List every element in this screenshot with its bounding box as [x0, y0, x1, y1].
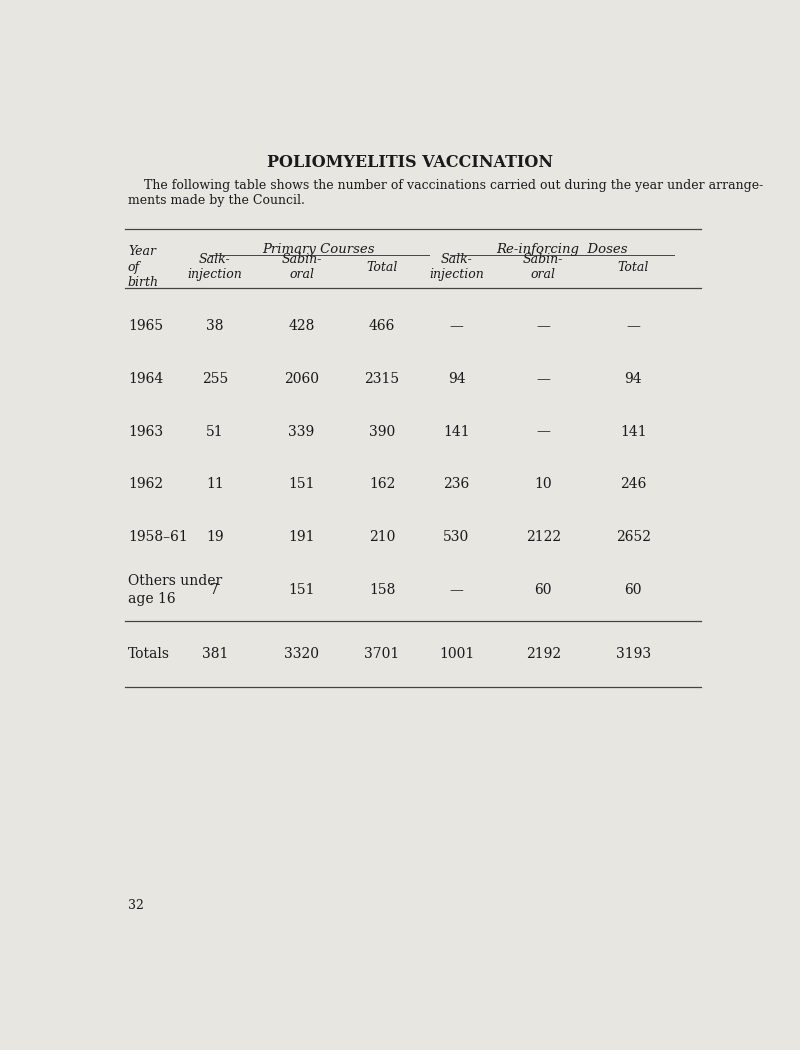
- Text: Year
of
birth: Year of birth: [128, 245, 159, 289]
- Text: 191: 191: [288, 530, 314, 544]
- Text: Total: Total: [618, 260, 649, 274]
- Text: —: —: [536, 372, 550, 385]
- Text: 38: 38: [206, 319, 223, 333]
- Text: 151: 151: [288, 478, 314, 491]
- Text: 1001: 1001: [439, 647, 474, 660]
- Text: 3193: 3193: [616, 647, 650, 660]
- Text: ments made by the Council.: ments made by the Council.: [128, 194, 305, 207]
- Text: Totals: Totals: [128, 647, 170, 660]
- Text: 255: 255: [202, 372, 228, 385]
- Text: 162: 162: [369, 478, 395, 491]
- Text: —: —: [626, 319, 640, 333]
- Text: 1964: 1964: [128, 372, 163, 385]
- Text: Sabin-
oral: Sabin- oral: [282, 253, 322, 281]
- Text: 7: 7: [210, 583, 219, 597]
- Text: 381: 381: [202, 647, 228, 660]
- Text: 3701: 3701: [365, 647, 400, 660]
- Text: Others under
age 16: Others under age 16: [128, 574, 222, 606]
- Text: 32: 32: [128, 899, 144, 911]
- Text: 141: 141: [620, 424, 646, 439]
- Text: 94: 94: [624, 372, 642, 385]
- Text: 246: 246: [620, 478, 646, 491]
- Text: 339: 339: [288, 424, 314, 439]
- Text: 2060: 2060: [284, 372, 319, 385]
- Text: 428: 428: [288, 319, 314, 333]
- Text: 390: 390: [369, 424, 395, 439]
- Text: 2122: 2122: [526, 530, 561, 544]
- Text: 210: 210: [369, 530, 395, 544]
- Text: 60: 60: [625, 583, 642, 597]
- Text: —: —: [450, 319, 463, 333]
- Text: 466: 466: [369, 319, 395, 333]
- Text: —: —: [536, 319, 550, 333]
- Text: Total: Total: [366, 260, 398, 274]
- Text: —: —: [450, 583, 463, 597]
- Text: 1962: 1962: [128, 478, 163, 491]
- Text: 2652: 2652: [616, 530, 650, 544]
- Text: 1958–61: 1958–61: [128, 530, 188, 544]
- Text: 236: 236: [443, 478, 470, 491]
- Text: 2192: 2192: [526, 647, 561, 660]
- Text: —: —: [536, 424, 550, 439]
- Text: 60: 60: [534, 583, 552, 597]
- Text: 51: 51: [206, 424, 223, 439]
- Text: 1963: 1963: [128, 424, 163, 439]
- Text: Salk-
injection: Salk- injection: [429, 253, 484, 281]
- Text: 530: 530: [443, 530, 470, 544]
- Text: 10: 10: [534, 478, 552, 491]
- Text: 11: 11: [206, 478, 223, 491]
- Text: 94: 94: [448, 372, 466, 385]
- Text: 1965: 1965: [128, 319, 163, 333]
- Text: Sabin-
oral: Sabin- oral: [523, 253, 563, 281]
- Text: Salk-
injection: Salk- injection: [187, 253, 242, 281]
- Text: 141: 141: [443, 424, 470, 439]
- Text: 3320: 3320: [284, 647, 319, 660]
- Text: 151: 151: [288, 583, 314, 597]
- Text: 2315: 2315: [365, 372, 400, 385]
- Text: 158: 158: [369, 583, 395, 597]
- Text: Re-inforcing  Doses: Re-inforcing Doses: [496, 244, 628, 256]
- Text: 19: 19: [206, 530, 223, 544]
- Text: POLIOMYELITIS VACCINATION: POLIOMYELITIS VACCINATION: [267, 154, 553, 171]
- Text: Primary Courses: Primary Courses: [262, 244, 374, 256]
- Text: The following table shows the number of vaccinations carried out during the year: The following table shows the number of …: [128, 178, 763, 191]
